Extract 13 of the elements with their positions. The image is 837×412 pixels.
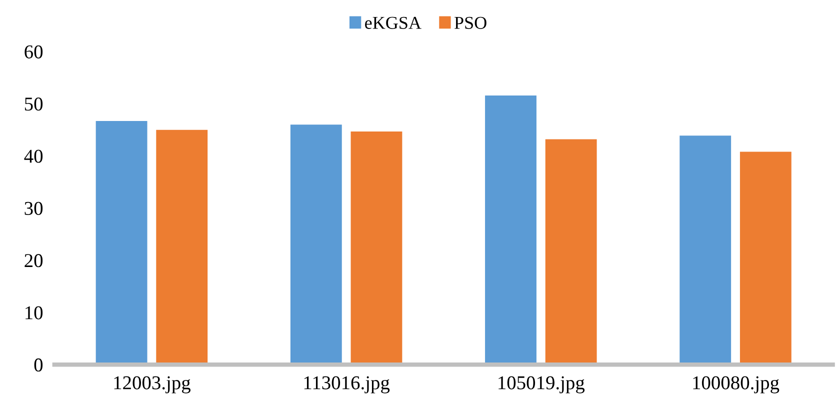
y-tick-label: 50 — [24, 98, 43, 111]
y-tick-label: 0 — [34, 358, 43, 372]
x-tick-label: 105019.jpg — [498, 376, 585, 394]
y-tick-label: 40 — [24, 150, 43, 163]
legend-label: PSO — [454, 16, 486, 29]
y-tick-label: 20 — [24, 254, 43, 268]
y-tick-label: 30 — [24, 202, 43, 215]
x-tick-label: 100080.jpg — [693, 376, 780, 394]
x-tick-label: 12003.jpg — [114, 376, 190, 394]
legend-label: eKGSA — [365, 16, 422, 29]
y-tick-label: 60 — [24, 45, 43, 58]
y-tick-label: 10 — [26, 306, 43, 320]
x-tick-label: 113016.jpg — [304, 376, 390, 394]
